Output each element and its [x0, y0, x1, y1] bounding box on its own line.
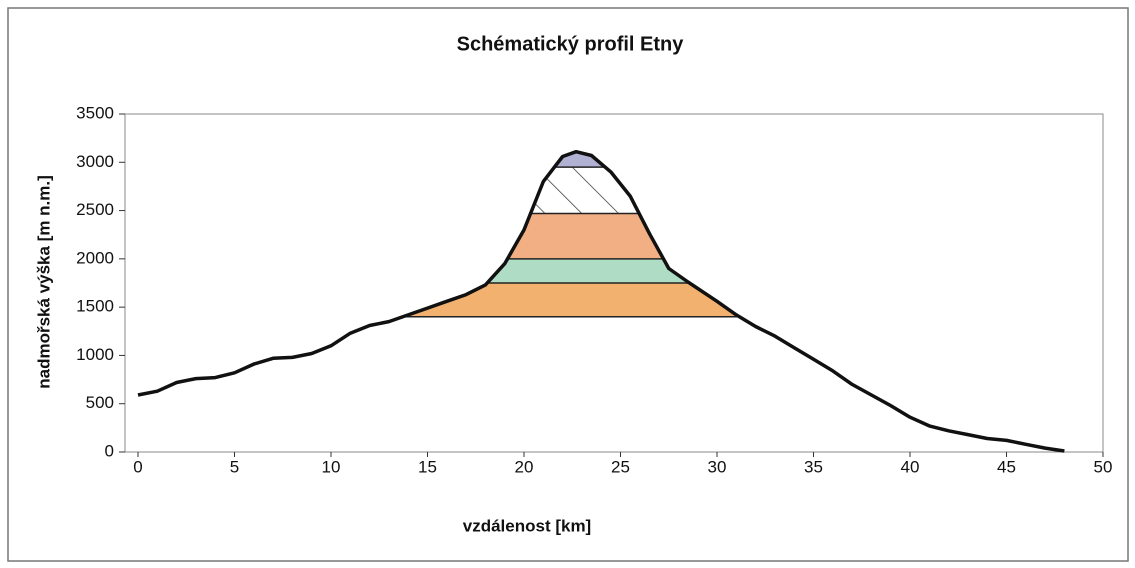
x-tick-label: 10: [322, 457, 341, 476]
chart-title: Schématický profil Etny: [457, 33, 685, 55]
x-axis-label: vzdálenost [km]: [463, 516, 591, 535]
x-tick-label: 30: [708, 457, 727, 476]
x-tick-label: 50: [1094, 457, 1113, 476]
x-tick-label: 45: [997, 457, 1016, 476]
x-tick-label: 25: [611, 457, 630, 476]
y-tick-label: 3500: [76, 103, 114, 122]
y-tick-label: 1500: [76, 297, 114, 316]
y-tick-label: 500: [86, 393, 114, 412]
x-tick-label: 20: [515, 457, 534, 476]
y-tick-label: 3000: [76, 152, 114, 171]
chart: Schématický profil Etny vzdálenost [km] …: [0, 0, 1135, 568]
x-tick-label: 0: [133, 457, 142, 476]
y-tick-label: 2500: [76, 200, 114, 219]
x-tick-label: 5: [230, 457, 239, 476]
y-tick-label: 1000: [76, 345, 114, 364]
y-tick-label: 0: [105, 441, 114, 460]
y-tick-label: 2000: [76, 248, 114, 267]
x-tick-label: 40: [901, 457, 920, 476]
x-tick-label: 15: [418, 457, 437, 476]
x-tick-label: 35: [804, 457, 823, 476]
y-axis-label: nadmořská výška [m n.m.]: [34, 175, 53, 389]
